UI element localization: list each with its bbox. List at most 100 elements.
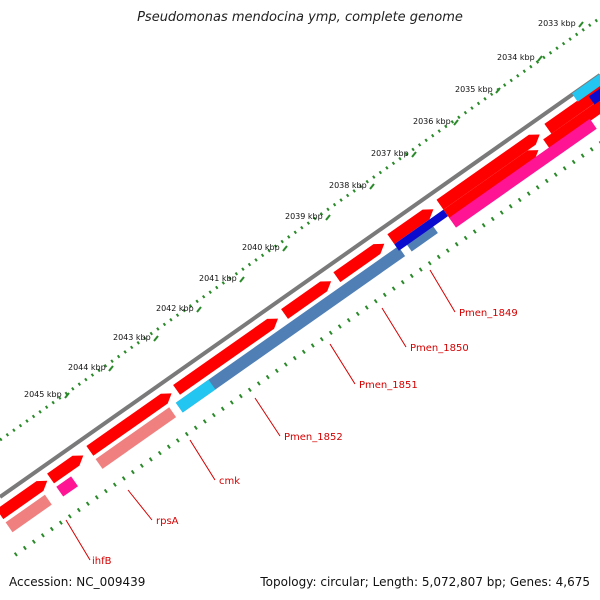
cog-cyan-cmk bbox=[175, 379, 216, 413]
scale-tick-mark bbox=[108, 365, 114, 372]
inner-tick bbox=[94, 495, 99, 500]
inner-tick bbox=[121, 476, 126, 481]
inner-tick bbox=[184, 431, 189, 437]
inner-tick bbox=[103, 488, 108, 494]
map-title: Pseudomonas mendocina ymp, complete geno… bbox=[137, 10, 463, 25]
inner-tick bbox=[382, 292, 387, 298]
scale-tick-mark bbox=[282, 245, 288, 252]
cds-forward-b-1 bbox=[543, 99, 600, 150]
inner-tick bbox=[76, 507, 81, 513]
inner-tick bbox=[238, 393, 243, 399]
inner-tick bbox=[67, 514, 72, 519]
scale-tick-label: 2042 kbp bbox=[156, 304, 194, 313]
inner-tick bbox=[409, 273, 414, 279]
inner-tick bbox=[31, 539, 36, 544]
gene-leader-line bbox=[127, 489, 153, 521]
accession-text: Accession: NC_009439 bbox=[9, 575, 146, 589]
cds-forward-6 bbox=[387, 209, 434, 245]
cds-magenta-long bbox=[449, 118, 597, 228]
inner-tick bbox=[202, 419, 207, 424]
inner-tick bbox=[256, 381, 261, 386]
scale-tick-label: 2041 kbp bbox=[199, 274, 237, 283]
scale-tick-label: 2043 kbp bbox=[113, 333, 151, 342]
inner-tick-ring bbox=[13, 141, 600, 557]
scale-tick-mark bbox=[196, 306, 202, 313]
inner-tick bbox=[310, 343, 315, 348]
inner-tick bbox=[85, 501, 90, 506]
inner-tick bbox=[193, 425, 198, 430]
gene-leader-line bbox=[329, 343, 356, 385]
inner-tick bbox=[427, 261, 432, 266]
inner-tick bbox=[220, 406, 225, 411]
cds-forward-5 bbox=[333, 243, 385, 283]
inner-tick bbox=[508, 204, 513, 209]
cog-blue-small bbox=[404, 223, 438, 252]
scale-tick-mark bbox=[411, 151, 417, 158]
inner-tick bbox=[436, 254, 441, 260]
gene-label: cmk bbox=[219, 476, 240, 487]
cds-forward-0 bbox=[0, 480, 48, 520]
gene-label: rpsA bbox=[156, 516, 179, 527]
inner-tick bbox=[535, 185, 540, 190]
gene-leader-line bbox=[65, 519, 91, 561]
inner-tick bbox=[328, 330, 333, 336]
scale-tick-mark bbox=[495, 87, 501, 94]
gene-label: Pmen_1851 bbox=[359, 380, 418, 391]
inner-tick bbox=[562, 166, 567, 171]
gene-leader-line bbox=[189, 439, 216, 481]
gene-label: Pmen_1852 bbox=[284, 432, 343, 443]
inner-tick bbox=[292, 355, 297, 361]
inner-tick bbox=[157, 450, 162, 456]
inner-tick bbox=[166, 444, 171, 449]
scale-tick-mark bbox=[239, 276, 245, 283]
inner-tick bbox=[49, 526, 54, 532]
inner-tick bbox=[499, 210, 504, 215]
inner-tick bbox=[463, 235, 468, 241]
cds-forward-7 bbox=[436, 134, 540, 210]
inner-tick bbox=[139, 463, 144, 468]
inner-tick bbox=[283, 362, 288, 367]
inner-tick bbox=[247, 387, 252, 392]
inner-tick bbox=[364, 305, 369, 310]
inner-tick bbox=[148, 457, 153, 462]
inner-tick bbox=[589, 147, 594, 152]
inner-tick bbox=[22, 545, 27, 551]
inner-tick bbox=[112, 482, 117, 487]
inner-tick bbox=[526, 191, 531, 196]
genome-summary-text: Topology: circular; Length: 5,072,807 bp… bbox=[260, 575, 590, 589]
cds-forward-8 bbox=[544, 84, 600, 134]
inner-tick bbox=[400, 279, 405, 285]
inner-tick bbox=[319, 336, 324, 342]
gene-leader-line bbox=[381, 307, 407, 348]
scale-ticks: 2033 kbp 2034 kbp 2035 kbp 2036 kbp 2037 kbp… bbox=[24, 19, 584, 399]
scale-tick-mark bbox=[453, 119, 459, 126]
scale-tick-label: 2045 kbp bbox=[24, 390, 62, 399]
cog-navy bbox=[394, 209, 448, 251]
inner-tick bbox=[211, 412, 216, 418]
cds-forward-3 bbox=[173, 318, 278, 395]
scale-tick-mark bbox=[64, 392, 70, 399]
scale-tick-mark bbox=[369, 183, 375, 190]
inner-tick bbox=[301, 349, 306, 355]
cds-forward-4 bbox=[281, 281, 332, 319]
cds-forward-b-0 bbox=[443, 150, 539, 220]
scale-tick-label: 2036 kbp bbox=[413, 117, 451, 126]
cds-forward-2 bbox=[86, 393, 172, 456]
scale-tick-label: 2040 kbp bbox=[242, 243, 280, 252]
gene-label: Pmen_1850 bbox=[410, 343, 469, 354]
scale-tick-label: 2039 kbp bbox=[285, 212, 323, 221]
gene-label: Pmen_1849 bbox=[459, 308, 518, 319]
scale-tick-mark bbox=[578, 21, 584, 28]
inner-tick bbox=[175, 438, 180, 443]
inner-tick bbox=[130, 469, 135, 475]
inner-tick bbox=[40, 533, 45, 538]
inner-tick bbox=[337, 324, 342, 329]
gene-leader-line bbox=[254, 397, 281, 437]
inner-tick bbox=[418, 267, 423, 272]
scale-tick-mark bbox=[537, 55, 543, 62]
inner-tick bbox=[391, 286, 396, 291]
outer-dotted-ring bbox=[0, 16, 600, 442]
inner-tick bbox=[58, 520, 63, 525]
